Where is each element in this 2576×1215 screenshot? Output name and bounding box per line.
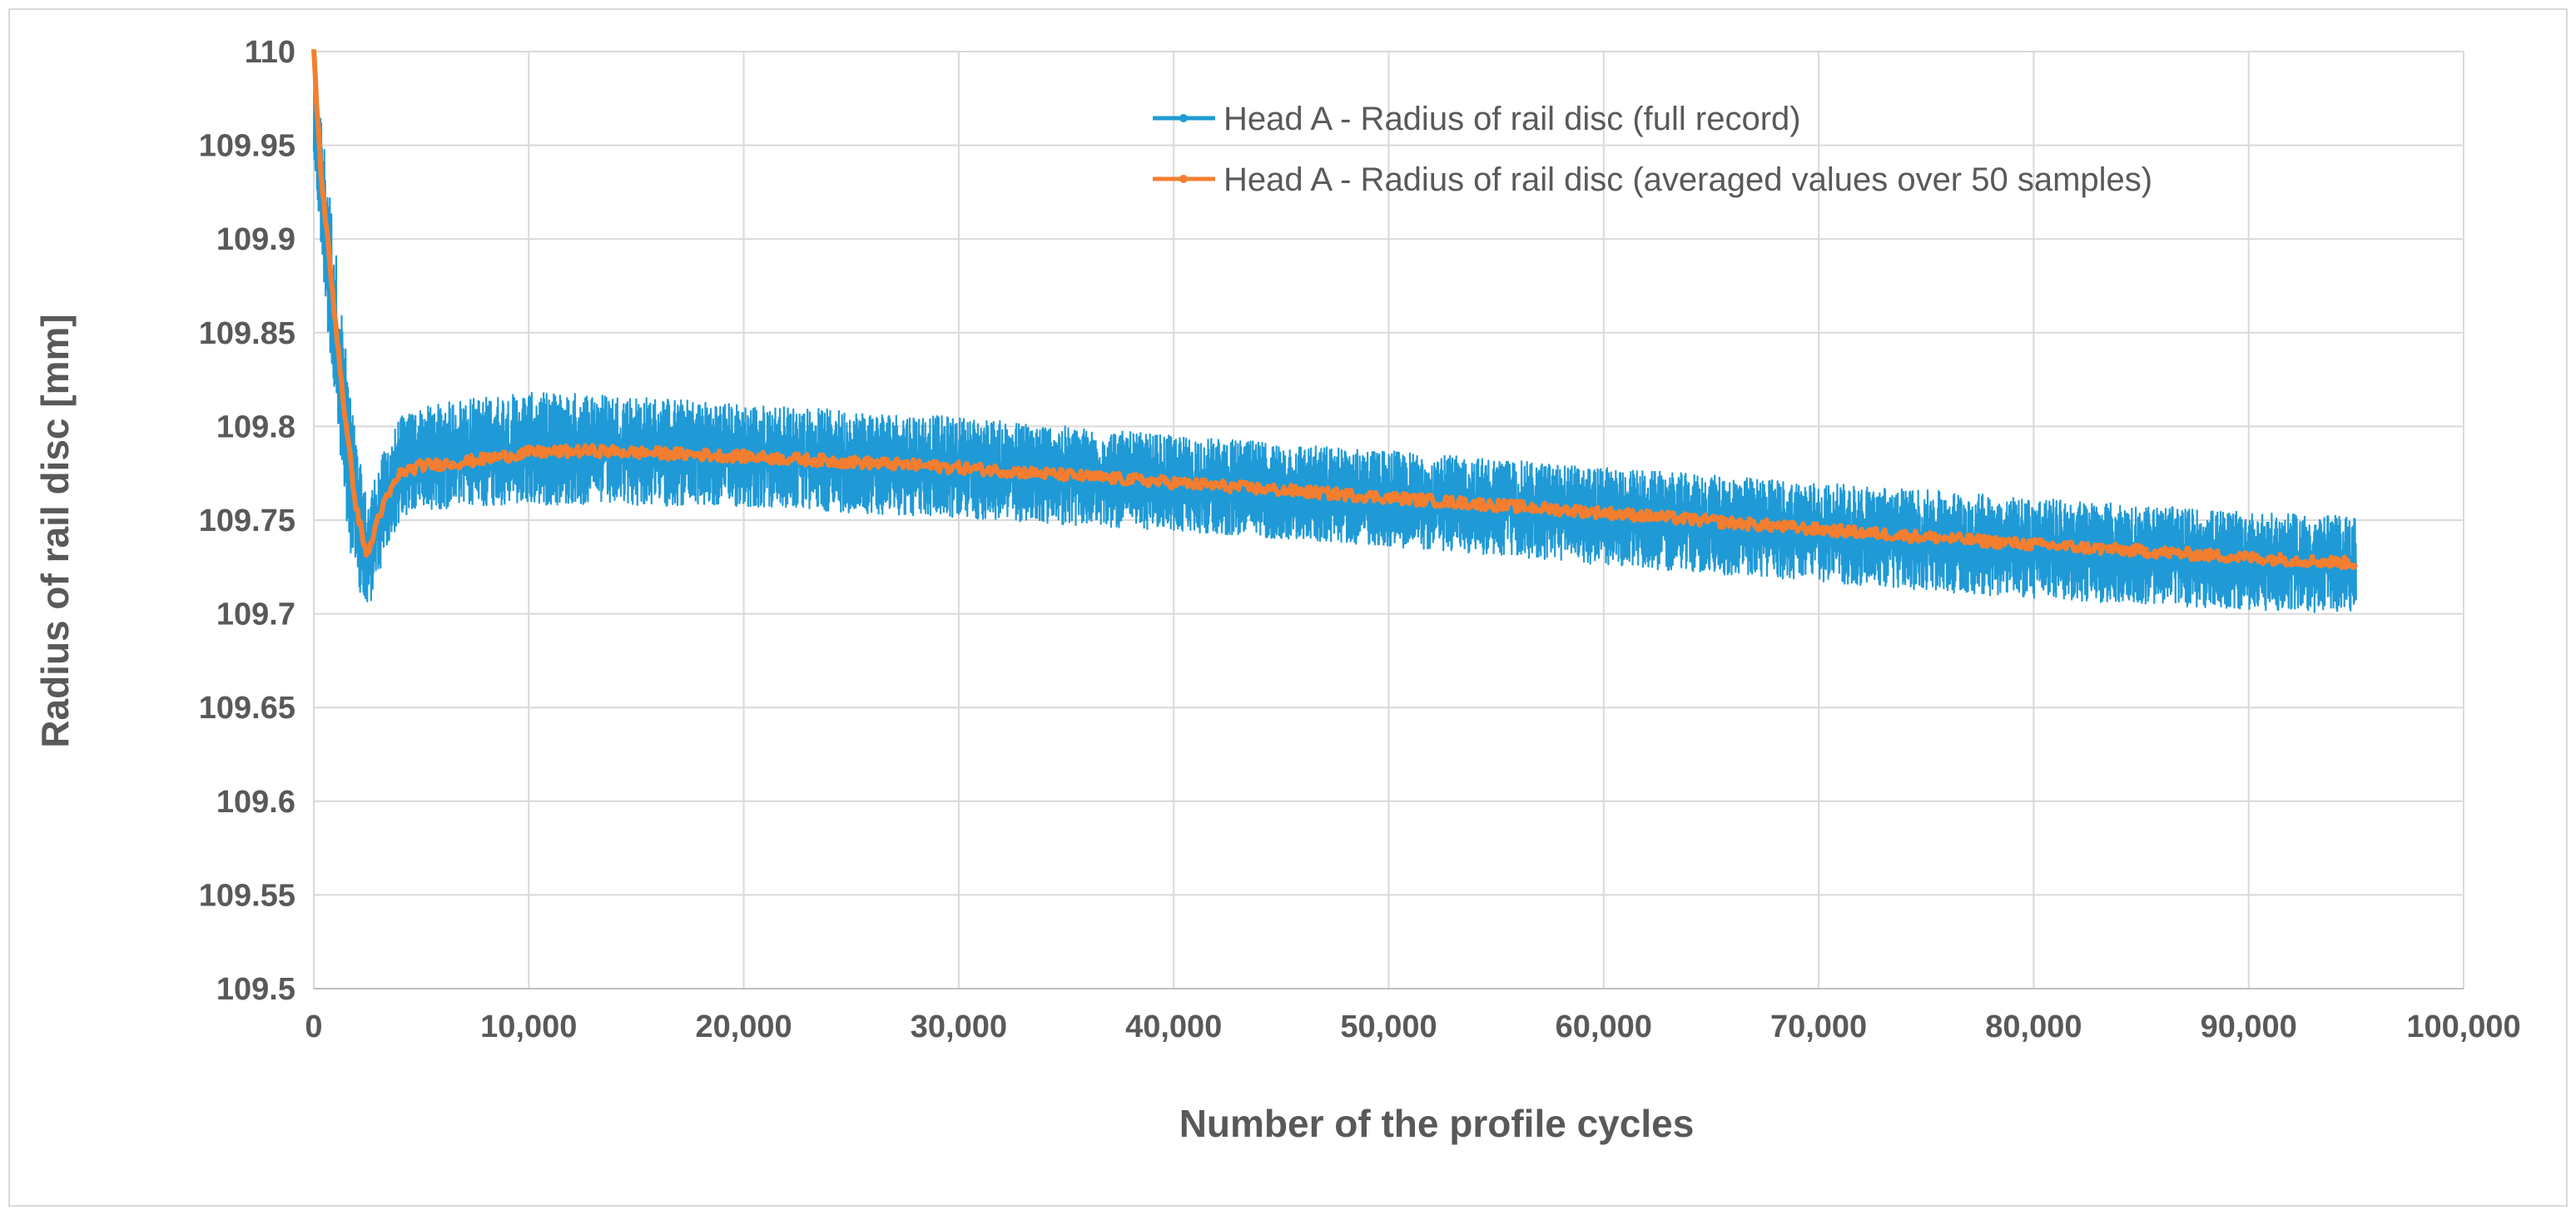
- x-axis-title: Number of the profile cycles: [1179, 1102, 1695, 1145]
- y-tick-label: 110: [245, 35, 295, 70]
- y-tick-label: 109.9: [216, 222, 295, 257]
- y-tick-label: 109.5: [216, 972, 295, 1007]
- y-tick-label: 109.65: [199, 691, 295, 726]
- x-tick-label: 40,000: [1125, 1009, 1222, 1044]
- y-axis-title: Radius of rail disc [mm]: [33, 314, 77, 747]
- legend-item-full-record: Head A - Radius of rail disc (full recor…: [1153, 101, 1801, 137]
- chart-frame: [8, 8, 2568, 1207]
- x-tick-label: 20,000: [695, 1009, 792, 1044]
- y-tick-label: 109.7: [216, 598, 295, 632]
- legend-label-averaged: Head A - Radius of rail disc (averaged v…: [1223, 161, 2152, 198]
- x-tick-label: 90,000: [2201, 1009, 2297, 1044]
- series-layer: [311, 49, 2359, 613]
- legend-label-full-record: Head A - Radius of rail disc (full recor…: [1223, 101, 1801, 137]
- legend: Head A - Radius of rail disc (full recor…: [1153, 101, 2152, 198]
- y-tick-label: 109.8: [216, 409, 295, 444]
- x-tick-label: 10,000: [480, 1009, 577, 1044]
- y-tick-label: 109.55: [199, 878, 295, 913]
- x-tick-label: 60,000: [1556, 1009, 1652, 1044]
- y-tick-label: 109.85: [199, 316, 295, 351]
- y-tick-label: 109.6: [216, 785, 295, 820]
- x-tick-label: 70,000: [1770, 1009, 1867, 1044]
- legend-marker-full-record: [1179, 114, 1188, 122]
- legend-marker-averaged: [1179, 175, 1188, 183]
- x-tick-labels: 0 10,000 20,000 30,000 40,000 50,000 60,000 70,…: [305, 1009, 2520, 1044]
- series-averaged-line: [311, 49, 2359, 571]
- x-tick-label: 30,000: [911, 1009, 1007, 1044]
- y-tick-labels: 109.5 109.55 109.6 109.65 109.7 109.75 109.8 10…: [199, 35, 295, 1007]
- x-tick-label: 0: [305, 1009, 322, 1044]
- x-tick-label: 80,000: [1985, 1009, 2082, 1044]
- y-tick-label: 109.95: [199, 129, 295, 164]
- x-tick-label: 50,000: [1340, 1009, 1437, 1044]
- y-tick-label: 109.75: [199, 503, 295, 538]
- legend-item-averaged: Head A - Radius of rail disc (averaged v…: [1153, 161, 2152, 198]
- x-tick-label: 100,000: [2406, 1009, 2520, 1044]
